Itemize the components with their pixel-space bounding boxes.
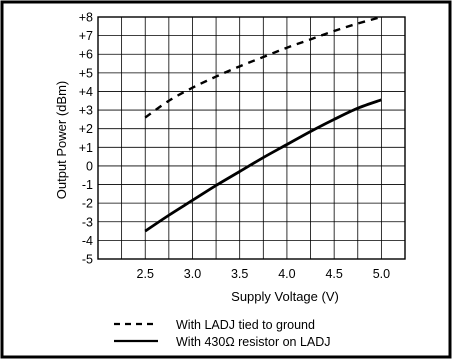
legend: With LADJ tied to ground With 430Ω resis…	[114, 318, 331, 349]
x-tick-labels: 2.5 3.0 3.5 4.0 4.5 5.0	[137, 267, 391, 281]
y-tick-label: +6	[79, 48, 93, 62]
x-tick-label: 2.5	[137, 267, 154, 281]
series-layer	[144, 15, 382, 233]
y-tick-label: +1	[79, 141, 93, 155]
y-tick-label: -4	[82, 234, 93, 248]
series-line-dashed	[144, 15, 382, 119]
y-tick-label: +5	[79, 66, 93, 80]
series-line-solid	[144, 98, 382, 233]
plot-frame	[97, 16, 406, 260]
y-tick-label: -3	[82, 215, 93, 229]
legend-label-dashed: With LADJ tied to ground	[176, 318, 315, 332]
y-tick-label: +8	[79, 11, 93, 25]
x-axis-title: Supply Voltage (V)	[231, 289, 339, 304]
x-tick-label: 3.0	[184, 267, 201, 281]
y-tick-label: +4	[79, 85, 93, 99]
y-tick-label: 0	[86, 159, 93, 173]
x-tick-label: 3.5	[231, 267, 248, 281]
legend-label-solid: With 430Ω resistor on LADJ	[176, 335, 331, 349]
x-tick-label: 4.5	[325, 267, 342, 281]
y-tick-label: +3	[79, 104, 93, 118]
y-tick-labels: -5 -4 -3 -2 -1 0 +1 +2 +3 +4 +5 +6 +7 +8	[79, 11, 93, 267]
y-axis-title: Output Power (dBm)	[54, 81, 69, 200]
y-tick-label: +2	[79, 122, 93, 136]
y-tick-label: -1	[82, 178, 93, 192]
y-tick-label: +7	[79, 29, 93, 43]
y-tick-label: -2	[82, 197, 93, 211]
x-tick-label: 4.0	[278, 267, 295, 281]
x-tick-label: 5.0	[373, 267, 390, 281]
y-tick-label: -5	[82, 253, 93, 267]
